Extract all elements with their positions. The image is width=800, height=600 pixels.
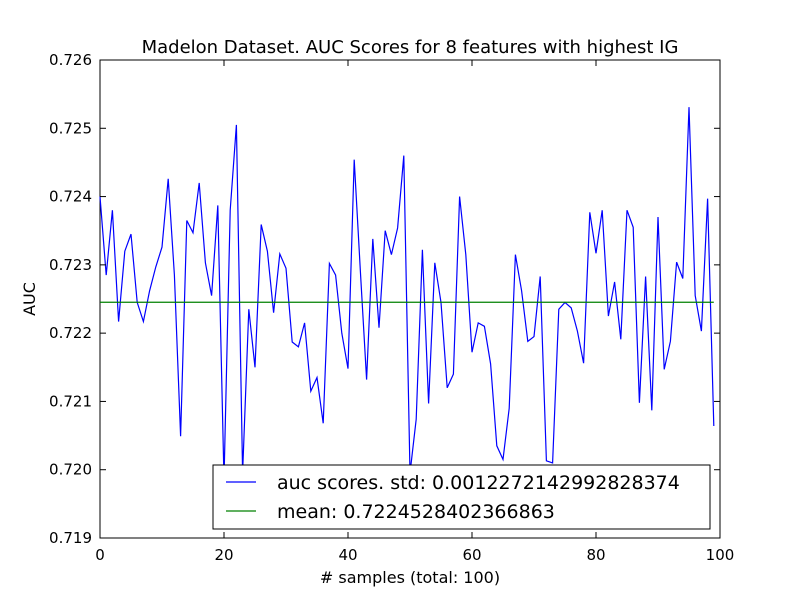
series-layer xyxy=(99,107,715,480)
x-tick-label: 0 xyxy=(95,546,105,564)
y-axis: 0.719 0.720 0.721 0.722 0.723 0.724 0.725 0.726 xyxy=(49,51,720,547)
x-tick-label: 40 xyxy=(338,546,357,564)
y-tick-label: 0.720 xyxy=(49,461,92,479)
legend-label-auc-scores: auc scores. std: 0.0012272142992828374 xyxy=(277,472,680,494)
y-tick-label: 0.726 xyxy=(49,51,92,69)
legend-label-mean: mean: 0.7224528402366863 xyxy=(277,501,555,523)
chart-title: Madelon Dataset. AUC Scores for 8 featur… xyxy=(142,37,679,58)
series-line-0 xyxy=(99,107,715,480)
y-tick-label: 0.725 xyxy=(49,119,92,137)
y-tick-label: 0.721 xyxy=(49,392,92,410)
x-tick-label: 20 xyxy=(214,546,233,564)
y-tick-label: 0.719 xyxy=(49,529,92,547)
plot-area xyxy=(99,59,721,539)
x-tick-label: 100 xyxy=(706,546,735,564)
x-tick-label: 60 xyxy=(462,546,481,564)
y-axis-label: AUC xyxy=(20,282,39,316)
legend-box xyxy=(212,464,711,530)
y-tick-label: 0.722 xyxy=(49,324,92,342)
y-tick-label: 0.724 xyxy=(49,188,92,206)
x-axis: 0 20 40 60 80 100 xyxy=(95,60,734,564)
legend: auc scores. std: 0.0012272142992828374 m… xyxy=(212,464,711,530)
x-tick-label: 80 xyxy=(586,546,605,564)
x-axis-label: # samples (total: 100) xyxy=(320,568,500,587)
y-tick-label: 0.723 xyxy=(49,256,92,274)
